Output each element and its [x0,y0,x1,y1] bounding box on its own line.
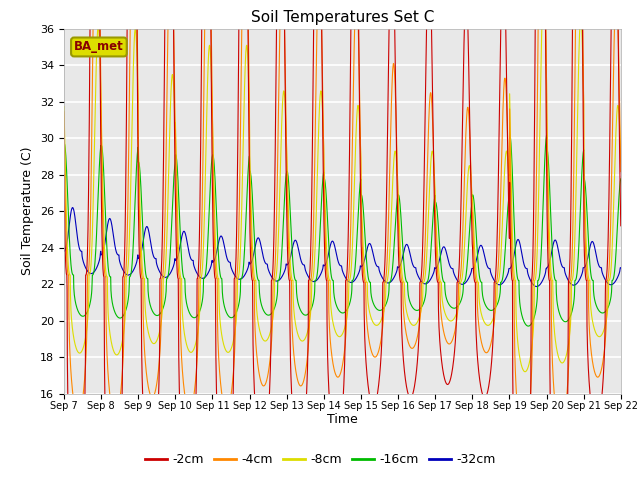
Y-axis label: Soil Temperature (C): Soil Temperature (C) [22,147,35,276]
X-axis label: Time: Time [327,413,358,426]
Legend: -2cm, -4cm, -8cm, -16cm, -32cm: -2cm, -4cm, -8cm, -16cm, -32cm [140,448,500,471]
Title: Soil Temperatures Set C: Soil Temperatures Set C [251,10,434,25]
Text: BA_met: BA_met [74,40,124,53]
